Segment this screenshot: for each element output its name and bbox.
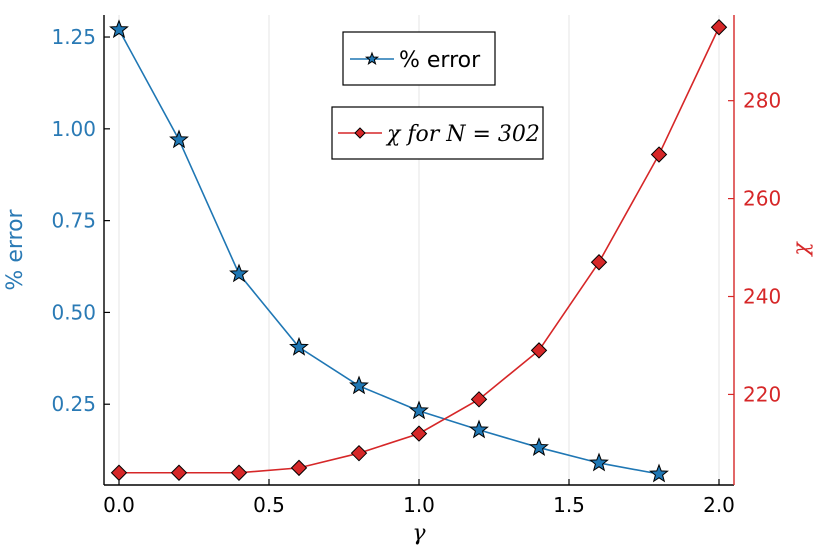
chi-point-4 bbox=[350, 444, 368, 462]
error-point-3 bbox=[289, 336, 309, 356]
tick-labels: 0.0 0.5 1.0 1.5 2.0 0.25 0.50 0.75 1.00 1.25 220 24… bbox=[51, 25, 781, 517]
chi-point-2 bbox=[230, 464, 248, 481]
error-point-9 bbox=[649, 463, 669, 483]
y-left-tick-label-4: 1.25 bbox=[51, 25, 96, 49]
y-left-tick-label-1: 0.50 bbox=[51, 300, 96, 324]
legend-chi-label: χ for N = 302 bbox=[385, 122, 540, 147]
chi-point-10 bbox=[710, 19, 728, 36]
y-right-tick-label-2: 260 bbox=[743, 187, 781, 211]
chi-point-3 bbox=[290, 459, 308, 477]
series-line-0 bbox=[118, 29, 660, 475]
error-point-7 bbox=[529, 437, 549, 456]
series-layer bbox=[109, 19, 728, 483]
chi-point-8 bbox=[590, 254, 608, 271]
y-left-tick-label-3: 1.00 bbox=[51, 117, 96, 141]
legend-error-marker bbox=[364, 51, 380, 66]
chi-point-5 bbox=[410, 425, 428, 442]
chi-point-6 bbox=[470, 391, 488, 408]
x-tick-label-1: 0.5 bbox=[253, 493, 285, 517]
legend-error-label: % error bbox=[399, 48, 481, 73]
y-left-tick-label-0: 0.25 bbox=[51, 392, 96, 416]
legend-chi-marker bbox=[354, 127, 366, 139]
x-tick-label-4: 2.0 bbox=[703, 493, 735, 517]
error-point-1 bbox=[169, 129, 189, 149]
error-point-4 bbox=[349, 375, 369, 395]
y-right-tick-label-0: 220 bbox=[743, 382, 781, 406]
error-point-0 bbox=[109, 19, 129, 39]
chi-point-1 bbox=[170, 464, 188, 481]
y-right-tick-label-3: 280 bbox=[743, 89, 781, 113]
y-axis-left-label: % error bbox=[3, 208, 28, 290]
chi-point-7 bbox=[530, 342, 548, 359]
axes bbox=[103, 15, 735, 486]
x-tick-label-3: 1.5 bbox=[553, 493, 585, 517]
y-left-tick-label-2: 0.75 bbox=[51, 209, 96, 233]
error-point-6 bbox=[469, 419, 489, 439]
y-axis-right-label: χ bbox=[789, 241, 814, 258]
legend-error: % error bbox=[342, 31, 496, 86]
y-right-tick-label-1: 240 bbox=[743, 285, 781, 309]
grid-lines bbox=[118, 15, 720, 485]
x-axis-label: γ bbox=[412, 521, 426, 546]
error-point-2 bbox=[229, 263, 249, 283]
chi-point-9 bbox=[650, 146, 668, 163]
x-tick-label-2: 1.0 bbox=[403, 493, 435, 517]
legend-chi: χ for N = 302 bbox=[331, 106, 544, 160]
chi-point-0 bbox=[110, 464, 128, 481]
error-point-8 bbox=[589, 452, 609, 472]
x-tick-label-0: 0.0 bbox=[103, 493, 135, 517]
error-point-5 bbox=[409, 400, 429, 420]
